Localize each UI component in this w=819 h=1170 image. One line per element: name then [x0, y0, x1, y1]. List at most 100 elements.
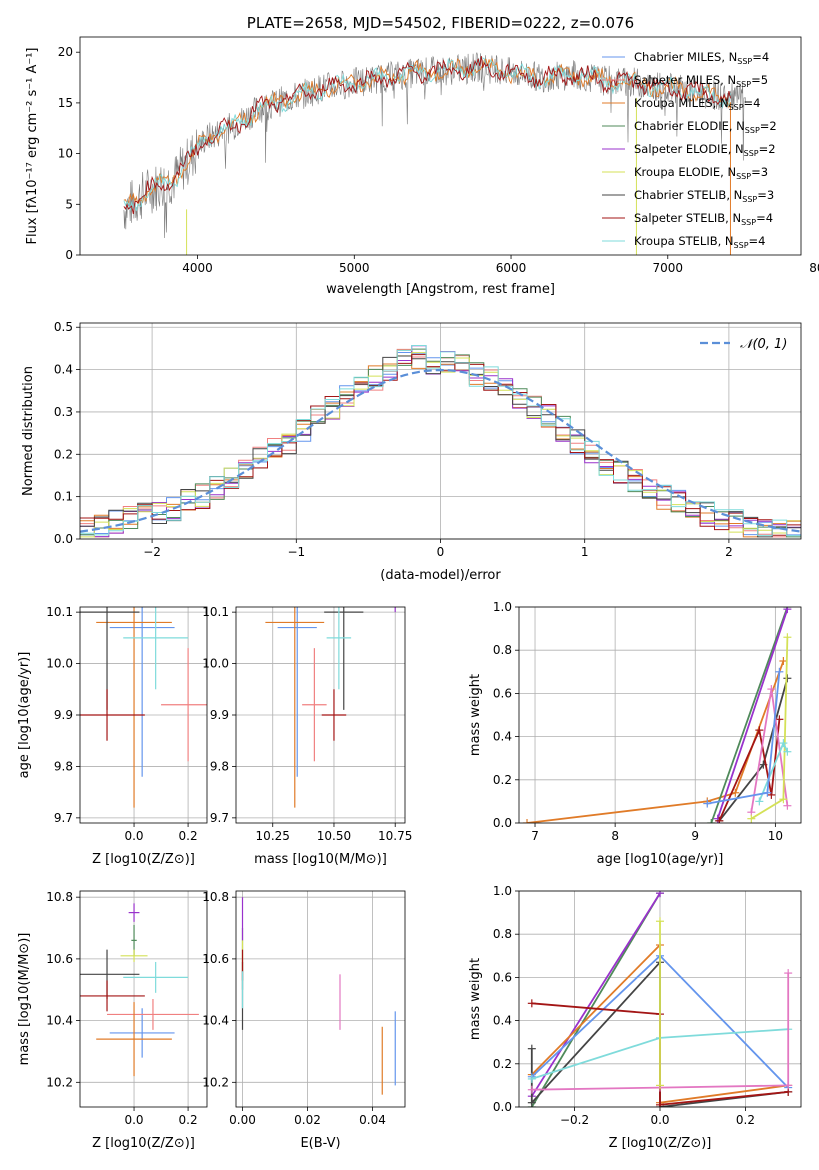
legend-name: Kroupa MILES, N: [634, 96, 729, 110]
legend-subscript: SSP: [734, 241, 749, 250]
error-bars: [265, 607, 396, 808]
y-tick-label: 9.9: [54, 708, 73, 722]
x-tick-label: 2: [725, 545, 733, 559]
chart-title: PLATE=2658, MJD=54502, FIBERID=0222, z=0…: [247, 14, 634, 32]
legend-subscript: SSP: [742, 195, 757, 204]
y-tick-label: 0.8: [493, 643, 512, 657]
y-tick-label: 0.4: [54, 363, 73, 377]
x-tick-label: 0.02: [294, 1113, 321, 1127]
x-tick-label: 0.2: [179, 1113, 198, 1127]
legend-name: Kroupa ELODIE, N: [634, 165, 736, 179]
axes-6: 0.00 0.02 0.04 10.2 10.4 10.6 10.8: [202, 890, 405, 1127]
legend-name: Salpeter STELIB, N: [634, 211, 741, 225]
x-axis-label: Z [log10(Z/Z⊙)]: [92, 1136, 195, 1151]
weight-line: [526, 660, 785, 823]
y-tick-label: 5: [65, 197, 73, 211]
observed-spectrum: [123, 52, 747, 239]
y-tick-label: 0: [65, 248, 73, 262]
x-tick-label: 0.04: [359, 1113, 386, 1127]
y-tick-label: 0.2: [493, 773, 512, 787]
y-tick-label: 0.3: [54, 405, 73, 419]
plot-frame-1: [79, 322, 802, 540]
x-axis-label: mass [log10(M/M⊙)]: [254, 852, 387, 867]
y-tick-label: 9.7: [210, 811, 229, 825]
axes-3: 10.25 10.50 10.75 9.7 9.8 9.9 10.0 10.1: [202, 605, 412, 843]
weight-line: [718, 719, 781, 822]
y-tick-label: 10.0: [202, 657, 229, 671]
y-tick-label: 10.2: [202, 1075, 229, 1089]
legend-suffix: =4: [756, 211, 773, 225]
y-tick-label: 10.8: [46, 890, 73, 904]
y-tick-label: 0.0: [493, 1100, 512, 1114]
legend-suffix: =2: [759, 142, 776, 156]
y-tick-label: 20: [58, 45, 73, 59]
model-spectrum: [123, 56, 731, 214]
y-tick-label: 0.0: [493, 816, 512, 830]
y-axis-label: mass [log10(M/M⊙)]: [17, 933, 32, 1066]
y-axis-label: Normed distribution: [21, 366, 36, 496]
y-tick-label: 0.4: [493, 730, 512, 744]
x-tick-label: 8: [611, 829, 619, 843]
legend-name: Salpeter ELODIE, N: [634, 142, 744, 156]
normal-curve: [80, 368, 801, 533]
axes-2: 0.0 0.2 9.7 9.8 9.9 10.0 10.1: [46, 605, 207, 843]
x-tick-label: 0.2: [179, 829, 198, 843]
legend-entry: Salpeter ELODIE, NSSP=2: [634, 142, 776, 158]
y-tick-label: 10.1: [46, 605, 73, 619]
legend-name: Chabrier ELODIE, N: [634, 119, 745, 133]
legend-subscript: SSP: [737, 57, 752, 66]
legend-subscript: SSP: [729, 103, 744, 112]
y-tick-label: 10.2: [46, 1075, 73, 1089]
legend-name: Chabrier STELIB, N: [634, 188, 742, 202]
x-tick-label: 10.25: [256, 829, 290, 843]
x-tick-label: 9: [691, 829, 699, 843]
y-tick-label: 10.6: [202, 952, 229, 966]
y-tick-label: 10.6: [46, 952, 73, 966]
weight-line: [531, 892, 661, 1097]
weight-lines: [527, 891, 793, 1107]
weight-line: [710, 607, 789, 823]
error-bars: [80, 607, 207, 808]
y-tick-label: 9.7: [54, 811, 73, 825]
x-axis-label: Z [log10(Z/Z⊙)]: [609, 1136, 712, 1151]
legend-entry: Chabrier STELIB, NSSP=3: [634, 188, 774, 204]
legend-entry: 𝒩(0, 1): [740, 337, 787, 352]
legend-name: Kroupa STELIB, N: [634, 234, 734, 248]
x-tick-label: 7: [531, 829, 539, 843]
x-tick-label: 10: [768, 829, 783, 843]
plot-frame-2: [79, 606, 208, 824]
y-tick-label: 0.8: [493, 927, 512, 941]
legend-name: Chabrier MILES, N: [634, 50, 737, 64]
x-axis-label: E(B-V): [300, 1136, 340, 1151]
x-axis-label: wavelength [Angstrom, rest frame]: [326, 282, 555, 297]
y-tick-label: 0.4: [493, 1014, 512, 1028]
legend-entry: Chabrier ELODIE, NSSP=2: [634, 119, 777, 135]
plot-frame-0: [79, 36, 802, 256]
axes-0: 4000 5000 6000 7000 8000 0 5 10 15 20: [58, 45, 819, 275]
error-bars: [80, 903, 199, 1077]
x-tick-label: 8000: [809, 261, 819, 275]
y-tick-label: 9.9: [210, 708, 229, 722]
y-tick-label: 1.0: [493, 884, 512, 898]
x-tick-label: 10.75: [378, 829, 412, 843]
y-tick-label: 9.8: [54, 759, 73, 773]
legend-entry: Kroupa STELIB, NSSP=4: [634, 234, 765, 250]
plot-frame-4: [518, 606, 802, 824]
y-tick-label: 0.5: [54, 320, 73, 334]
x-tick-label: 7000: [652, 261, 683, 275]
legend-subscript: SSP: [744, 149, 759, 158]
y-tick-label: 0.0: [54, 532, 73, 546]
y-tick-label: 0.2: [54, 447, 73, 461]
x-axis-label: Z [log10(Z/Z⊙)]: [92, 852, 195, 867]
x-tick-label: 10.50: [317, 829, 351, 843]
x-tick-label: 0.0: [124, 1113, 143, 1127]
plot-frame-6: [235, 890, 406, 1108]
y-tick-label: 10.4: [46, 1014, 73, 1028]
y-tick-label: 9.8: [210, 759, 229, 773]
x-tick-label: 0.0: [124, 829, 143, 843]
y-axis-label: mass weight: [468, 958, 483, 1040]
legend-subscript: SSP: [745, 126, 760, 135]
legend-subscript: SSP: [741, 218, 756, 227]
x-tick-label: −2: [143, 545, 161, 559]
